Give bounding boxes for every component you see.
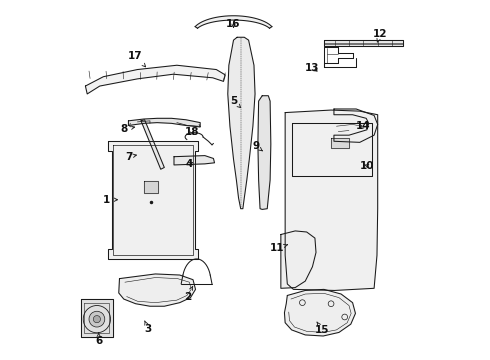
- Polygon shape: [195, 16, 272, 28]
- Polygon shape: [144, 181, 158, 193]
- Text: 16: 16: [226, 19, 241, 29]
- Text: 8: 8: [120, 124, 135, 134]
- Text: 1: 1: [103, 195, 118, 205]
- Polygon shape: [285, 110, 378, 291]
- Text: 12: 12: [373, 29, 388, 42]
- Text: 7: 7: [125, 152, 136, 162]
- Text: 6: 6: [95, 333, 102, 346]
- Text: 17: 17: [128, 51, 146, 67]
- Polygon shape: [119, 274, 196, 306]
- Polygon shape: [324, 40, 403, 45]
- Text: 14: 14: [356, 121, 370, 131]
- Text: 13: 13: [305, 63, 319, 73]
- Text: 5: 5: [230, 96, 241, 108]
- Text: 4: 4: [186, 159, 193, 169]
- Circle shape: [93, 316, 100, 323]
- Polygon shape: [81, 299, 113, 337]
- Polygon shape: [108, 141, 197, 259]
- Polygon shape: [141, 120, 164, 169]
- Polygon shape: [258, 96, 271, 210]
- Polygon shape: [128, 118, 200, 127]
- Polygon shape: [174, 156, 215, 165]
- Text: 18: 18: [185, 127, 199, 136]
- Polygon shape: [285, 289, 355, 336]
- Text: 2: 2: [184, 286, 193, 302]
- Text: 10: 10: [360, 161, 374, 171]
- Text: 3: 3: [145, 321, 152, 334]
- Polygon shape: [331, 138, 349, 148]
- Text: 15: 15: [315, 322, 329, 335]
- Text: 9: 9: [252, 141, 262, 151]
- Text: 11: 11: [270, 243, 288, 253]
- Polygon shape: [85, 65, 225, 94]
- Polygon shape: [281, 231, 316, 288]
- Polygon shape: [228, 37, 255, 209]
- Circle shape: [89, 311, 105, 327]
- Polygon shape: [334, 109, 378, 142]
